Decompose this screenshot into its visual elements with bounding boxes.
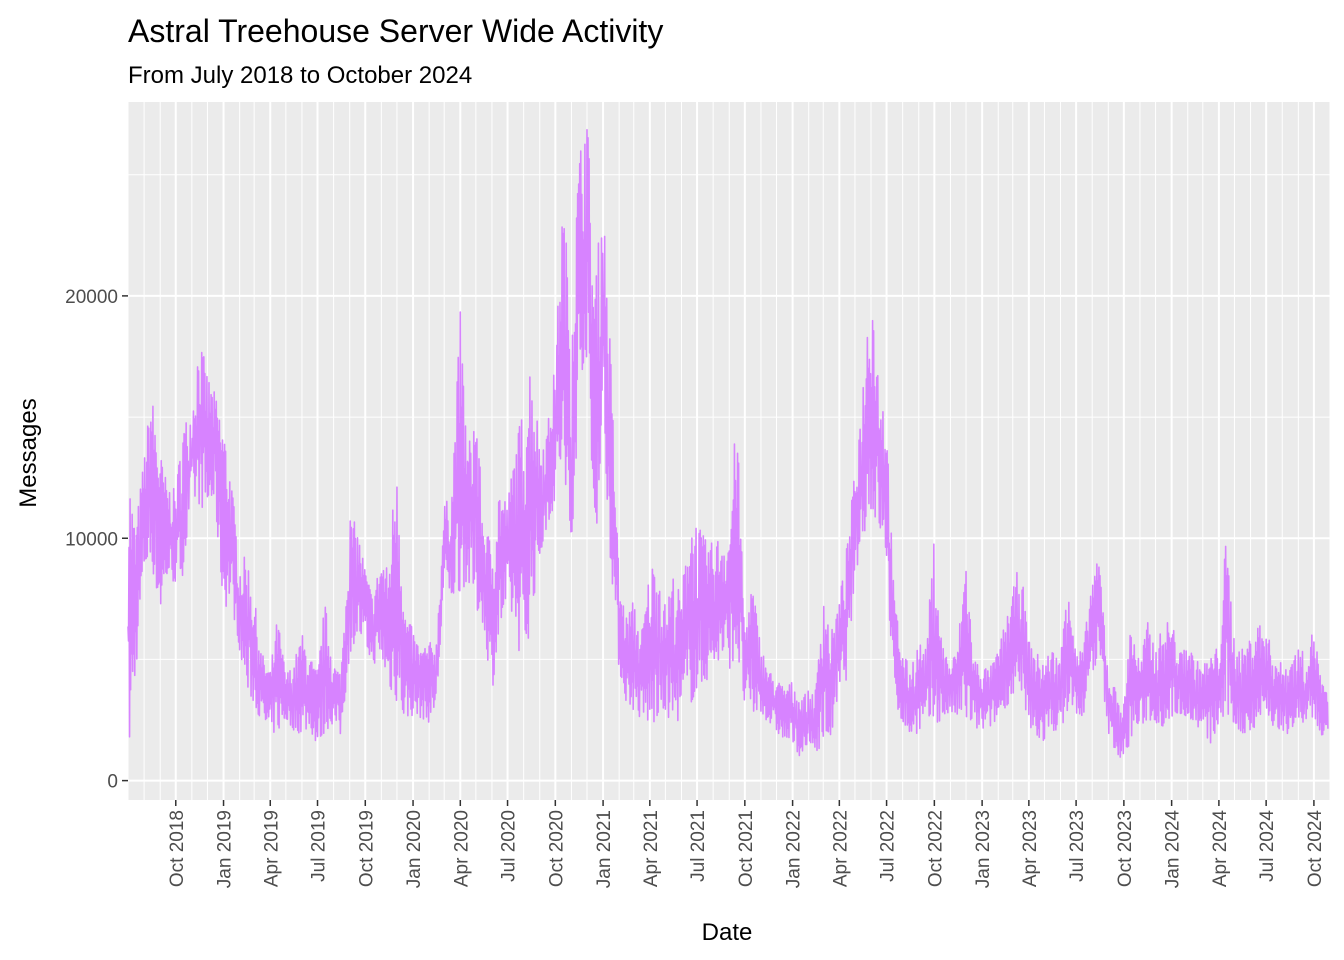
x-tick-label: Jul 2020: [499, 810, 520, 882]
x-tick-label: Oct 2019: [356, 810, 377, 887]
y-axis: 0 10000 20000: [65, 287, 128, 793]
y-tick-label: 10000: [65, 529, 118, 550]
series-layer: [127, 129, 1329, 758]
x-tick-label: Oct 2024: [1305, 810, 1326, 888]
x-tick-label: Oct 2021: [736, 810, 757, 887]
x-tick-label: Apr 2024: [1210, 810, 1231, 888]
x-tick-label: Jul 2021: [688, 810, 709, 882]
x-tick-label: Jan 2023: [973, 810, 994, 888]
x-axis: Oct 2018 Jan 2019 Apr 2019 Jul 2019 Oct 2019…: [167, 800, 1326, 888]
y-axis-title: Messages: [15, 398, 42, 507]
x-tick-label: Apr 2023: [1020, 810, 1041, 887]
x-tick-label: Jan 2022: [784, 810, 805, 888]
x-tick-label: Oct 2023: [1115, 810, 1136, 887]
x-tick-label: Jan 2024: [1163, 810, 1184, 889]
x-tick-label: Jan 2021: [594, 810, 615, 888]
x-tick-label: Jul 2022: [878, 810, 899, 882]
x-tick-label: Apr 2022: [830, 810, 851, 887]
x-axis-title: Date: [702, 919, 753, 946]
messages-series-line: [127, 129, 1329, 758]
x-tick-label: Oct 2022: [925, 810, 946, 887]
x-tick-label: Jan 2019: [215, 810, 236, 888]
x-tick-label: Jan 2020: [404, 810, 425, 888]
y-tick-label: 0: [107, 772, 118, 793]
x-tick-label: Oct 2020: [546, 810, 567, 887]
x-tick-label: Jul 2023: [1067, 810, 1088, 882]
major-gridlines: [128, 102, 1330, 800]
x-tick-label: Apr 2020: [451, 810, 472, 887]
chart-title: Astral Treehouse Server Wide Activity: [128, 13, 663, 49]
chart-subtitle: From July 2018 to October 2024: [128, 62, 472, 89]
x-tick-label: Jul 2024: [1257, 810, 1278, 882]
x-tick-label: Jul 2019: [309, 810, 330, 882]
x-tick-label: Oct 2018: [167, 810, 188, 887]
x-tick-label: Apr 2019: [261, 810, 282, 887]
x-tick-label: Apr 2021: [641, 810, 662, 887]
y-tick-label: 20000: [65, 287, 118, 308]
